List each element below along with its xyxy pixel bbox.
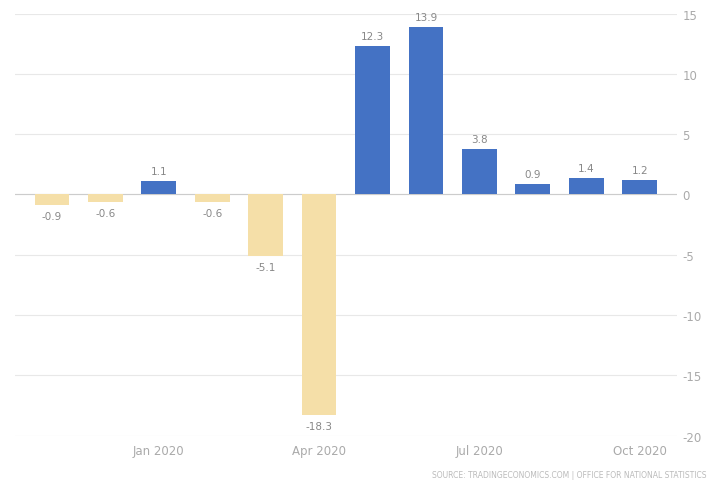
Text: 0.9: 0.9	[525, 169, 541, 180]
Bar	[248, 195, 283, 257]
Text: -0.6: -0.6	[95, 208, 116, 218]
Text: -18.3: -18.3	[306, 421, 333, 431]
Text: 13.9: 13.9	[414, 13, 438, 23]
Text: -0.9: -0.9	[41, 212, 62, 222]
Text: SOURCE: TRADINGECONOMICS.COM | OFFICE FOR NATIONAL STATISTICS: SOURCE: TRADINGECONOMICS.COM | OFFICE FO…	[432, 470, 706, 479]
Bar	[408, 28, 443, 195]
Bar	[515, 184, 550, 195]
Bar	[355, 47, 390, 195]
Bar	[35, 195, 69, 206]
Text: -0.6: -0.6	[202, 208, 222, 218]
Bar	[141, 182, 176, 195]
Text: 1.2: 1.2	[631, 166, 648, 176]
Text: 1.1: 1.1	[151, 167, 167, 177]
Text: 1.4: 1.4	[578, 163, 595, 173]
Bar	[195, 195, 229, 202]
Bar	[569, 178, 604, 195]
Text: -5.1: -5.1	[256, 262, 276, 272]
Text: 12.3: 12.3	[361, 32, 384, 42]
Bar	[462, 149, 496, 195]
Bar	[622, 181, 657, 195]
Text: 3.8: 3.8	[471, 135, 488, 144]
Bar	[88, 195, 123, 202]
Bar	[301, 195, 336, 415]
